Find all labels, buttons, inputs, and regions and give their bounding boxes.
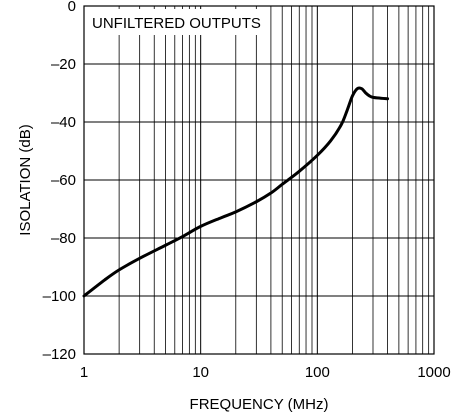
y-tick-label: –60 (51, 172, 76, 189)
y-tick-label: –100 (43, 288, 76, 305)
major-grid (83, 5, 435, 355)
series-line (82, 86, 390, 298)
y-tick-label: –120 (43, 346, 76, 363)
x-tick-label: 1 (80, 364, 88, 381)
series-group (82, 86, 390, 298)
plot-frame (83, 5, 435, 355)
x-tick-label: 1000 (417, 364, 450, 381)
x-tick-labels: 1 10 100 1000 (80, 364, 451, 381)
y-tick-label: 0 (68, 0, 76, 15)
y-axis-label: ISOLATION (dB) (17, 124, 34, 235)
y-tick-label: –40 (51, 114, 76, 131)
y-tick-label: –80 (51, 230, 76, 247)
y-tick-labels: 0 –20 –40 –60 –80 –100 –120 (43, 0, 76, 363)
x-axis-label: FREQUENCY (MHz) (190, 396, 329, 413)
y-tick-label: –20 (51, 56, 76, 73)
x-tick-label: 100 (305, 364, 330, 381)
annotation-label: UNFILTERED OUTPUTS (92, 15, 261, 32)
annotation-background (88, 9, 266, 35)
x-tick-label: 10 (192, 364, 209, 381)
